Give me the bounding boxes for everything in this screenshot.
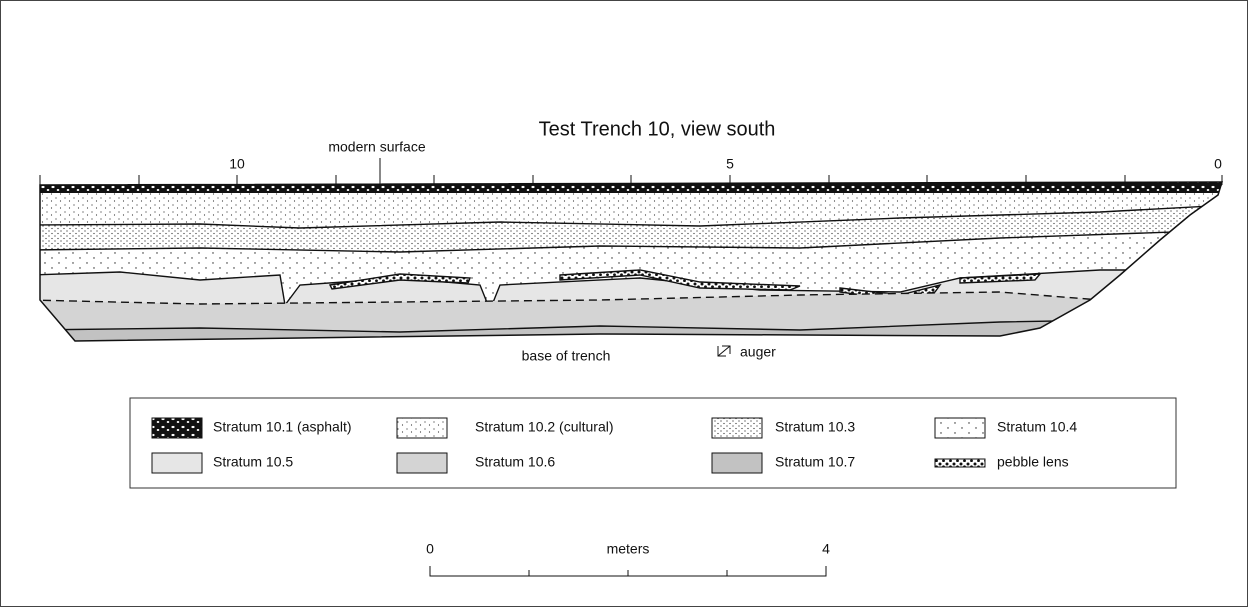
legend-swatch xyxy=(711,452,763,474)
legend: Stratum 10.1 (asphalt) Stratum 10.2 (cult… xyxy=(151,417,1077,474)
surface-label: modern surface xyxy=(328,139,425,155)
legend-label: Stratum 10.3 xyxy=(775,419,855,435)
ruler-label: 5 xyxy=(726,156,734,172)
legend-swatch xyxy=(934,417,986,439)
ruler-label: 0 xyxy=(1214,156,1222,172)
legend-label: pebble lens xyxy=(997,454,1069,470)
legend-swatch xyxy=(711,417,763,439)
base-label: base of trench xyxy=(522,348,611,364)
legend-swatch xyxy=(934,458,986,468)
scale-unit: meters xyxy=(607,541,650,557)
legend-swatch xyxy=(151,417,203,439)
legend-swatch xyxy=(151,452,203,474)
scale-start: 0 xyxy=(426,541,434,557)
auger-symbol xyxy=(717,345,731,357)
trench-outline xyxy=(39,181,1224,342)
legend-label: Stratum 10.7 xyxy=(775,454,855,470)
legend-box xyxy=(129,397,1177,489)
legend-label: Stratum 10.2 (cultural) xyxy=(475,419,614,435)
legend-swatch xyxy=(396,417,448,439)
auger-label: auger xyxy=(740,344,776,360)
legend-label: Stratum 10.5 xyxy=(213,454,293,470)
legend-swatch xyxy=(396,452,448,474)
legend-label: Stratum 10.4 xyxy=(997,419,1077,435)
profile xyxy=(40,182,1222,341)
ruler-label: 10 xyxy=(229,156,245,172)
scale-end: 4 xyxy=(822,541,830,557)
title: Test Trench 10, view south xyxy=(539,118,776,140)
legend-label: Stratum 10.1 (asphalt) xyxy=(213,419,352,435)
scale-bar xyxy=(429,566,827,577)
legend-label: Stratum 10.6 xyxy=(475,454,555,470)
